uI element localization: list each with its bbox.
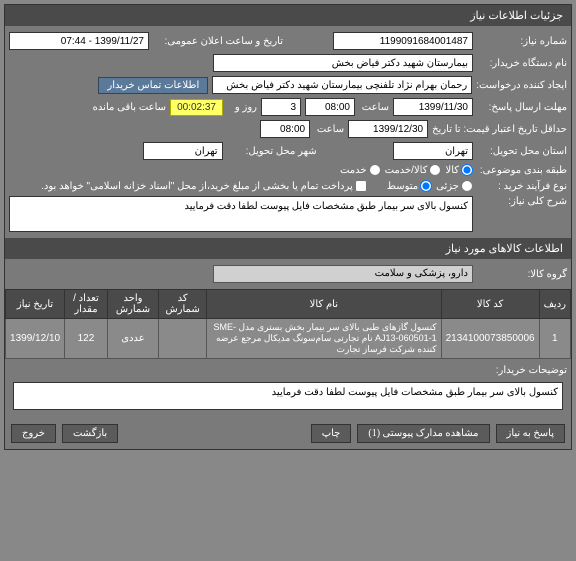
budget-service-radio[interactable]: خدمت <box>340 164 381 176</box>
countdown-days <box>261 98 301 116</box>
table-header: واحد شمارش <box>107 290 158 319</box>
reply-deadline-date <box>393 98 473 116</box>
table-cell: 1399/12/10 <box>6 319 65 359</box>
table-header: کد شمارش <box>159 290 207 319</box>
budget-service-text: کالا/خدمت <box>385 165 428 176</box>
buyer-notes-text: کنسول بالای سر بیمار طبق مشخصات فایل پیو… <box>13 382 563 410</box>
creator-label: ایجاد کننده درخواست: <box>476 80 567 91</box>
budget-goods-radio[interactable]: کالا <box>445 164 473 176</box>
budget-goods-text: کالا <box>445 165 459 176</box>
radio-goods-service[interactable] <box>429 164 441 176</box>
process-medium-text: متوسط <box>387 181 418 192</box>
price-validity-time <box>260 120 310 138</box>
announce-dt-field <box>9 32 149 50</box>
print-button[interactable]: چاپ <box>311 424 352 443</box>
table-cell: عددی <box>107 319 158 359</box>
panel-header: جزئیات اطلاعات نیاز <box>5 5 571 26</box>
reply-deadline-time <box>305 98 355 116</box>
table-cell: 2134100073850006 <box>441 319 539 359</box>
time-label-1: ساعت <box>359 102 389 113</box>
summary-textarea <box>9 196 473 232</box>
attachments-button[interactable]: مشاهده مدارک پیوستی (1) <box>357 424 489 443</box>
table-cell: 1 <box>539 319 570 359</box>
delivery-province-label: استان محل تحویل: <box>477 146 567 157</box>
buyer-org-field <box>213 54 473 72</box>
process-medium-radio[interactable]: متوسط <box>387 180 432 192</box>
table-header: نام کالا <box>207 290 442 319</box>
button-bar: پاسخ به نیاز مشاهده مدارک پیوستی (1) چاپ… <box>5 418 571 449</box>
need-number-field <box>333 32 473 50</box>
table-header: ردیف <box>539 290 570 319</box>
reply-button[interactable]: پاسخ به نیاز <box>496 424 566 443</box>
process-small-text: جزئی <box>436 181 459 192</box>
summary-label: شرح کلی نیاز: <box>477 196 567 207</box>
table-header: کد کالا <box>441 290 539 319</box>
budget-goods-service-radio[interactable]: کالا/خدمت <box>385 164 442 176</box>
announce-dt-label: تاریخ و ساعت اعلان عمومی: <box>153 36 283 47</box>
buyer-notes-label: توضیحات خریدار: <box>477 365 567 376</box>
table-cell <box>159 319 207 359</box>
delivery-province <box>393 142 473 160</box>
items-table: ردیفکد کالانام کالاکد شمارشواحد شمارشتعد… <box>5 289 571 359</box>
price-validity-date <box>348 120 428 138</box>
checkbox-partial-pay[interactable] <box>355 180 367 192</box>
group-label: گروه کالا: <box>477 269 567 280</box>
process-type-label: نوع فرآیند خرید : <box>477 181 567 192</box>
partial-pay-checkbox[interactable]: پرداخت تمام یا بخشی از مبلغ خرید،از محل … <box>41 180 367 192</box>
process-small-radio[interactable]: جزئی <box>436 180 473 192</box>
countdown-suffix: ساعت باقی مانده <box>93 102 166 113</box>
price-validity-label: حداقل تاریخ اعتبار قیمت: تا تاریخ <box>432 124 567 135</box>
group-value: دارو، پزشکی و سلامت <box>213 265 473 283</box>
need-number-label: شماره نیاز: <box>477 36 567 47</box>
exit-button[interactable]: خروج <box>11 424 56 443</box>
radio-medium[interactable] <box>420 180 432 192</box>
table-header: تعداد / مقدار <box>65 290 108 319</box>
budget-svc-text: خدمت <box>340 165 367 176</box>
table-cell: کنسول گازهای طبی بالای سر بیمار بخش بستر… <box>207 319 442 359</box>
budget-label: طبقه بندی موضوعی: <box>477 165 567 176</box>
items-section-title: اطلاعات کالاهای مورد نیاز <box>5 238 571 259</box>
partial-pay-text: پرداخت تمام یا بخشی از مبلغ خرید،از محل … <box>41 181 353 192</box>
table-cell: 122 <box>65 319 108 359</box>
countdown-days-label: روز و <box>227 102 257 113</box>
panel-title: جزئیات اطلاعات نیاز <box>470 9 563 22</box>
back-button[interactable]: بازگشت <box>62 424 118 443</box>
time-label-2: ساعت <box>314 124 344 135</box>
contact-link[interactable]: اطلاعات تماس خریدار <box>98 77 208 94</box>
radio-small[interactable] <box>461 180 473 192</box>
delivery-city <box>143 142 223 160</box>
creator-field <box>212 76 472 94</box>
radio-service[interactable] <box>369 164 381 176</box>
buyer-org-label: نام دستگاه خریدار: <box>477 58 567 69</box>
table-row: 12134100073850006کنسول گازهای طبی بالای … <box>6 319 571 359</box>
table-header: تاریخ نیاز <box>6 290 65 319</box>
radio-goods[interactable] <box>461 164 473 176</box>
reply-deadline-label: مهلت ارسال پاسخ: <box>477 102 567 113</box>
delivery-city-label: شهر محل تحویل: <box>227 146 317 157</box>
countdown-timer: 00:02:37 <box>170 99 223 116</box>
